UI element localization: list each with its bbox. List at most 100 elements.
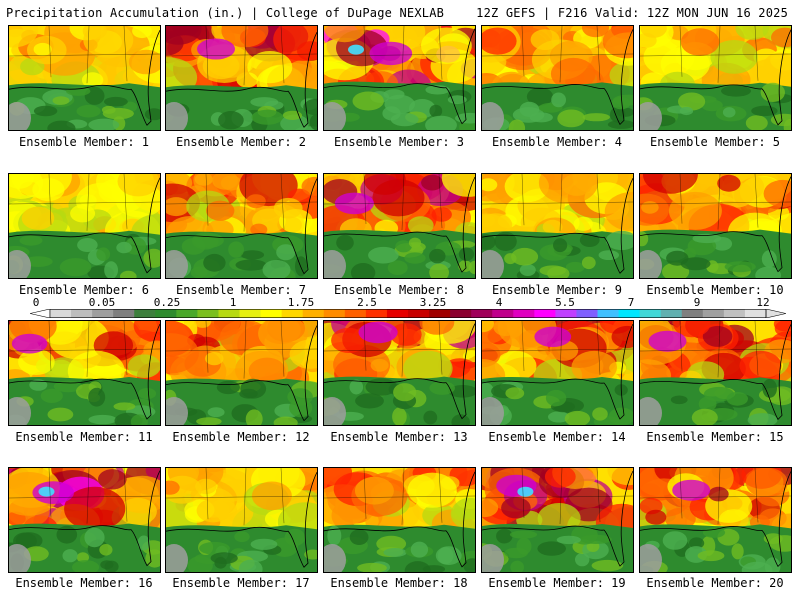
- ensemble-map-panel: [165, 467, 318, 573]
- ensemble-member-caption: Ensemble Member: 10: [646, 283, 784, 297]
- precip-field-map: [324, 321, 475, 425]
- ensemble-map-panel: [165, 173, 318, 279]
- precip-field-map: [640, 468, 791, 572]
- colorbar-segment: [639, 309, 662, 318]
- ensemble-map-panel: [639, 320, 792, 426]
- ensemble-map-panel: [323, 467, 476, 573]
- colorbar-tick-label: 0: [32, 296, 40, 309]
- precip-field-map: [9, 174, 160, 278]
- ensemble-map-panel: [8, 467, 161, 573]
- colorbar-segment: [534, 309, 556, 318]
- colorbar-tick-label: 0.05: [88, 296, 116, 309]
- precip-field-map: [324, 174, 475, 278]
- precip-field-map: [166, 26, 317, 130]
- ensemble-member-caption: Ensemble Member: 14: [488, 430, 626, 444]
- ensemble-member-caption: Ensemble Member: 3: [333, 135, 465, 149]
- colorbar-tick-label: 0.25: [153, 296, 181, 309]
- ensemble-member-caption: Ensemble Member: 19: [488, 576, 626, 590]
- ensemble-map-panel: [639, 467, 792, 573]
- ensemble-member-caption: Ensemble Member: 13: [330, 430, 468, 444]
- ensemble-member-caption: Ensemble Member: 11: [15, 430, 153, 444]
- ensemble-member-caption: Ensemble Member: 4: [491, 135, 623, 149]
- colorbar-segment: [744, 309, 767, 318]
- colorbar-segment: [323, 309, 346, 318]
- colorbar-segment: [239, 309, 261, 318]
- header-valid-time: 12Z GEFS | F216 Valid: 12Z MON JUN 16 20…: [476, 6, 788, 20]
- precip-field-map: [482, 174, 633, 278]
- colorbar-segment: [92, 309, 114, 318]
- ensemble-map-panel: [481, 467, 634, 573]
- ensemble-member-caption: Ensemble Member: 1: [18, 135, 150, 149]
- ensemble-map-panel: [165, 25, 318, 131]
- colorbar-right-arrow: [765, 309, 786, 318]
- colorbar: [30, 309, 786, 318]
- colorbar-segment: [50, 309, 72, 318]
- ensemble-member-caption: Ensemble Member: 17: [172, 576, 310, 590]
- colorbar-segment: [302, 309, 325, 318]
- ensemble-map-panel: [323, 173, 476, 279]
- colorbar-segment: [492, 309, 514, 318]
- colorbar-segment: [702, 309, 725, 318]
- ensemble-map-panel: [8, 320, 161, 426]
- colorbar-segment: [386, 309, 409, 318]
- colorbar-segment: [155, 309, 177, 318]
- precip-field-map: [166, 321, 317, 425]
- ensemble-member-caption: Ensemble Member: 8: [333, 283, 465, 297]
- ensemble-map-panel: [481, 25, 634, 131]
- colorbar-segment: [113, 309, 135, 318]
- ensemble-map-panel: [639, 25, 792, 131]
- colorbar-segment: [218, 309, 240, 318]
- colorbar-segment: [660, 309, 683, 318]
- colorbar-segment: [176, 309, 198, 318]
- ensemble-map-panel: [481, 320, 634, 426]
- ensemble-member-caption: Ensemble Member: 20: [646, 576, 784, 590]
- colorbar-segment: [134, 309, 156, 318]
- ensemble-map-panel: [323, 25, 476, 131]
- ensemble-map-panel: [323, 320, 476, 426]
- colorbar-segment: [723, 309, 746, 318]
- precip-field-map: [9, 321, 160, 425]
- colorbar-segment: [597, 309, 619, 318]
- ensemble-member-caption: Ensemble Member: 15: [646, 430, 784, 444]
- precip-field-map: [9, 468, 160, 572]
- ensemble-member-caption: Ensemble Member: 7: [175, 283, 307, 297]
- ensemble-member-caption: Ensemble Member: 16: [15, 576, 153, 590]
- colorbar-tick-label: 3.25: [419, 296, 447, 309]
- ensemble-member-caption: Ensemble Member: 6: [18, 283, 150, 297]
- colorbar-tick-label: 1: [229, 296, 237, 309]
- ensemble-member-caption: Ensemble Member: 2: [175, 135, 307, 149]
- colorbar-segment: [681, 309, 704, 318]
- ensemble-map-panel: [8, 25, 161, 131]
- colorbar-segment: [408, 309, 430, 318]
- colorbar-segment: [281, 309, 304, 318]
- colorbar-tick-label: 2.5: [357, 296, 377, 309]
- precip-field-map: [9, 26, 160, 130]
- colorbar-segment: [450, 309, 472, 318]
- colorbar-tick-label: 7: [627, 296, 635, 309]
- colorbar-segment: [618, 309, 641, 318]
- colorbar-tick-label: 4: [495, 296, 503, 309]
- precip-field-map: [482, 321, 633, 425]
- precip-field-map: [482, 468, 633, 572]
- precip-field-map: [166, 174, 317, 278]
- ensemble-map-panel: [165, 320, 318, 426]
- ensemble-map-panel: [639, 173, 792, 279]
- precip-field-map: [482, 26, 633, 130]
- precip-field-map: [324, 26, 475, 130]
- header-title: Precipitation Accumulation (in.) | Colle…: [6, 6, 445, 20]
- colorbar-segment: [365, 309, 388, 318]
- precip-field-map: [324, 468, 475, 572]
- ensemble-map-panel: [8, 173, 161, 279]
- ensemble-member-caption: Ensemble Member: 12: [172, 430, 310, 444]
- colorbar-tick-label: 5.5: [555, 296, 575, 309]
- precip-field-map: [166, 468, 317, 572]
- precip-field-map: [640, 26, 791, 130]
- ensemble-map-panel: [481, 173, 634, 279]
- precip-field-map: [640, 321, 791, 425]
- colorbar-tick-label: 12: [756, 296, 770, 309]
- colorbar-segment: [555, 309, 577, 318]
- precip-field-map: [640, 174, 791, 278]
- colorbar-segment: [513, 309, 535, 318]
- colorbar-segment: [429, 309, 451, 318]
- colorbar-segment: [471, 309, 493, 318]
